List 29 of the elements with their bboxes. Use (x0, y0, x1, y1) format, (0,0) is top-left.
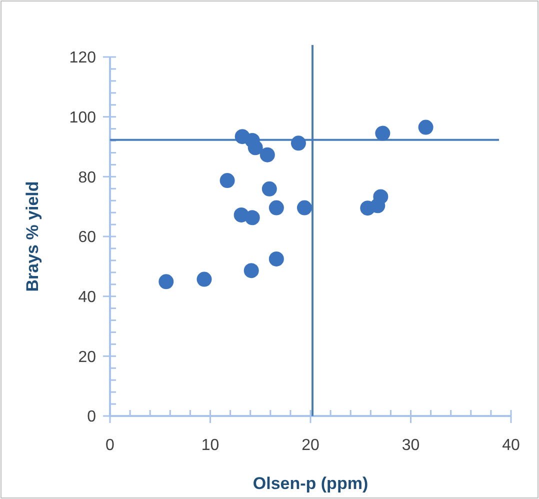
point (296, 200, 312, 216)
point (244, 263, 259, 278)
point (220, 173, 235, 188)
point (418, 120, 434, 135)
x-tick-label: 40 (502, 437, 520, 454)
point (360, 200, 376, 216)
x-tick-label: 0 (106, 437, 115, 454)
y-tick-label: 40 (78, 288, 96, 306)
point (244, 210, 260, 226)
y-tick-label: 100 (69, 109, 96, 126)
y-tick-label: 20 (78, 348, 96, 366)
y-tick-label: 80 (78, 169, 96, 186)
point (262, 181, 277, 196)
y-tick-label: 0 (87, 408, 96, 426)
point (375, 126, 390, 141)
y-tick-label: 60 (78, 229, 96, 246)
x-tick-label: 10 (201, 437, 220, 454)
x-tick-label: 30 (402, 437, 420, 454)
point (260, 147, 275, 162)
y-tick-label: 120 (69, 50, 96, 67)
point (290, 136, 306, 151)
point (248, 140, 263, 156)
x-axis-title: Olsen-p (ppm) (252, 474, 368, 493)
point (158, 274, 174, 290)
point (268, 251, 284, 266)
point (268, 200, 284, 216)
y-axis-title: Brays % yield (23, 181, 42, 292)
point (196, 272, 212, 287)
x-tick-label: 20 (302, 437, 320, 454)
